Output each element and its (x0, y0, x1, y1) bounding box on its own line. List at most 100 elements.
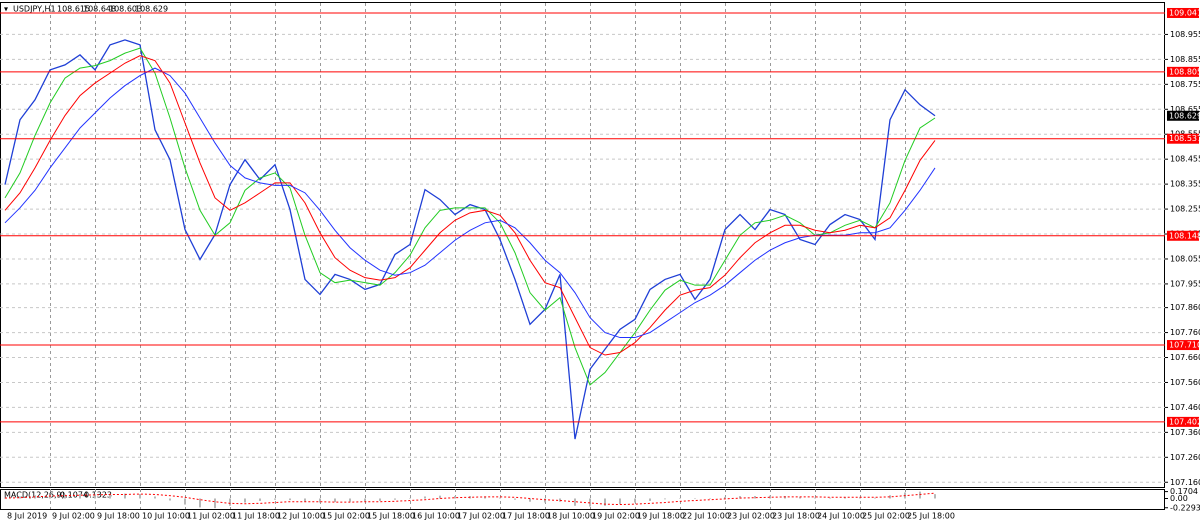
macd-bar (19, 496, 21, 499)
level-label: 107.402 (1169, 417, 1200, 426)
y-tick-label: 107.460 (1170, 403, 1200, 412)
x-tick-label: 10 Jul 10:00 (142, 512, 190, 521)
macd-bar (619, 498, 621, 505)
x-tick-label: 8 Jul 2019 (7, 512, 47, 521)
macd-bar (34, 495, 36, 499)
y-tick-label: 107.560 (1170, 378, 1200, 387)
macd-bar (814, 497, 816, 499)
moving-average (4, 67, 936, 339)
x-tick-label: 22 Jul 10:00 (682, 512, 730, 521)
x-tick-label: 24 Jul 10:00 (817, 512, 865, 521)
macd-bar (934, 494, 936, 499)
menu-arrow[interactable]: ▾ (4, 5, 8, 14)
level-label: 107.710 (1169, 341, 1200, 350)
macd-bar (844, 497, 846, 499)
macd-bar (244, 498, 246, 503)
macd-bar (79, 494, 81, 499)
y-tick-label: 107.760 (1170, 328, 1200, 337)
y-tick-label: 108.855 (1170, 55, 1200, 64)
macd-bar (394, 498, 396, 500)
x-tick-label: 19 Jul 18:00 (637, 512, 685, 521)
x-tick-label: 11 Jul 02:00 (187, 512, 235, 521)
level-label: 108.805 (1169, 67, 1200, 76)
macd-bar (559, 498, 561, 502)
macd-bar (544, 498, 546, 503)
macd-bar (484, 496, 486, 499)
macd-bar (859, 497, 861, 499)
y-tick-label: 108.355 (1170, 180, 1200, 189)
macd-bar (274, 498, 276, 500)
y-tick-label: 0.00 (1170, 494, 1188, 503)
macd-bar (739, 496, 741, 499)
macd-bar (364, 498, 366, 502)
x-tick-label: 9 Jul 02:00 (52, 512, 95, 521)
y-tick-label: 107.660 (1170, 353, 1200, 362)
macd-pane (0, 489, 1165, 510)
macd-bar (574, 498, 576, 506)
macd-bar (709, 498, 711, 499)
y-tick-label: 108.255 (1170, 205, 1200, 214)
ohlc-high: 108.648 (83, 5, 116, 14)
macd-bar (634, 498, 636, 503)
y-tick-label: 107.160 (1170, 478, 1200, 487)
x-tick-label: 25 Jul 18:00 (907, 512, 955, 521)
y-tick-label: 107.360 (1170, 428, 1200, 437)
macd-bar (799, 496, 801, 499)
x-tick-label: 12 Jul 10:00 (277, 512, 325, 521)
macd-bar (319, 498, 321, 503)
macd-bar (409, 498, 411, 499)
macd-bar (334, 498, 336, 503)
macd-bar (259, 498, 261, 501)
macd-bar (64, 494, 66, 499)
y-tick-label: 108.055 (1170, 254, 1200, 263)
level-label: 108.537 (1169, 134, 1200, 143)
level-label: 108.148 (1169, 231, 1200, 240)
y-tick-label: -0.2293 (1170, 503, 1200, 512)
moving-average (4, 55, 936, 356)
macd-bar (874, 497, 876, 499)
macd-bar (724, 496, 726, 499)
macd-bar (889, 495, 891, 499)
macd-bar (439, 495, 441, 499)
y-tick-label: 107.260 (1170, 453, 1200, 462)
level-tag (1167, 66, 1199, 77)
level-tag (1167, 133, 1199, 144)
macd-bar (919, 491, 921, 499)
y-tick-label: 108.955 (1170, 30, 1200, 39)
x-tick-label: 17 Jul 02:00 (457, 512, 505, 521)
x-tick-label: 18 Jul 10:00 (547, 512, 595, 521)
macd-bar (349, 498, 351, 502)
level-label: 109.041 (1169, 8, 1200, 17)
macd-bar (694, 498, 696, 499)
x-tick-label: 9 Jul 18:00 (97, 512, 140, 521)
ohlc-close: 108.629 (135, 5, 168, 14)
x-tick-label: 16 Jul 10:00 (412, 512, 460, 521)
macd-bar (139, 494, 141, 499)
moving-average (4, 47, 936, 386)
x-tick-label: 23 Jul 02:00 (727, 512, 775, 521)
y-tick-label: 108.655 (1170, 105, 1200, 114)
last-price-tag (1167, 110, 1199, 121)
macd-bar (424, 496, 426, 499)
macd-signal (4, 492, 936, 506)
y-tick-label: 107.860 (1170, 303, 1200, 312)
x-tick-label: 15 Jul 18:00 (367, 512, 415, 521)
ohlc-low: 108.603 (109, 5, 142, 14)
level-tag (1167, 416, 1199, 427)
macd-bar (94, 494, 96, 499)
macd-bar (214, 498, 216, 509)
macd-bar (664, 498, 666, 500)
macd-bar (604, 498, 606, 506)
last-price-label: 108.629 (1169, 111, 1200, 120)
macd-bar (229, 498, 231, 506)
x-tick-label: 19 Jul 02:00 (592, 512, 640, 521)
macd-bar (124, 493, 126, 499)
level-tag (1167, 230, 1199, 241)
x-tick-label: 11 Jul 18:00 (232, 512, 280, 521)
macd-bar (649, 498, 651, 501)
price-line (4, 39, 936, 440)
x-tick-label: 15 Jul 02:00 (322, 512, 370, 521)
macd-bar (304, 498, 306, 502)
